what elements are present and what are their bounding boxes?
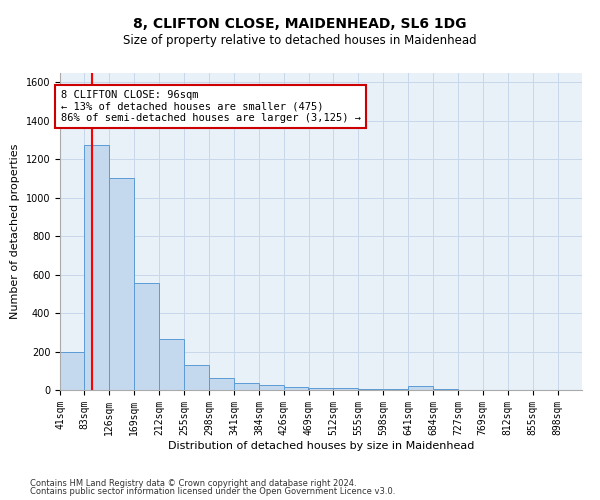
Bar: [184, 365, 209, 390]
Text: Contains public sector information licensed under the Open Government Licence v3: Contains public sector information licen…: [30, 487, 395, 496]
Text: 8, CLIFTON CLOSE, MAIDENHEAD, SL6 1DG: 8, CLIFTON CLOSE, MAIDENHEAD, SL6 1DG: [133, 18, 467, 32]
Bar: [209, 378, 233, 390]
Text: Contains HM Land Registry data © Crown copyright and database right 2024.: Contains HM Land Registry data © Crown c…: [30, 478, 356, 488]
Text: Size of property relative to detached houses in Maidenhead: Size of property relative to detached ho…: [123, 34, 477, 47]
Bar: [383, 389, 408, 390]
Bar: [85, 144, 109, 390]
Bar: [358, 389, 383, 390]
Bar: [259, 385, 284, 390]
Bar: [109, 178, 134, 390]
Bar: [409, 386, 433, 390]
Bar: [159, 339, 184, 390]
Bar: [334, 388, 358, 390]
Y-axis label: Number of detached properties: Number of detached properties: [10, 144, 20, 319]
Bar: [308, 388, 333, 390]
Bar: [134, 283, 159, 390]
X-axis label: Distribution of detached houses by size in Maidenhead: Distribution of detached houses by size …: [168, 440, 474, 450]
Bar: [234, 384, 259, 390]
Bar: [284, 387, 308, 390]
Bar: [60, 352, 85, 390]
Text: 8 CLIFTON CLOSE: 96sqm
← 13% of detached houses are smaller (475)
86% of semi-de: 8 CLIFTON CLOSE: 96sqm ← 13% of detached…: [61, 90, 361, 123]
